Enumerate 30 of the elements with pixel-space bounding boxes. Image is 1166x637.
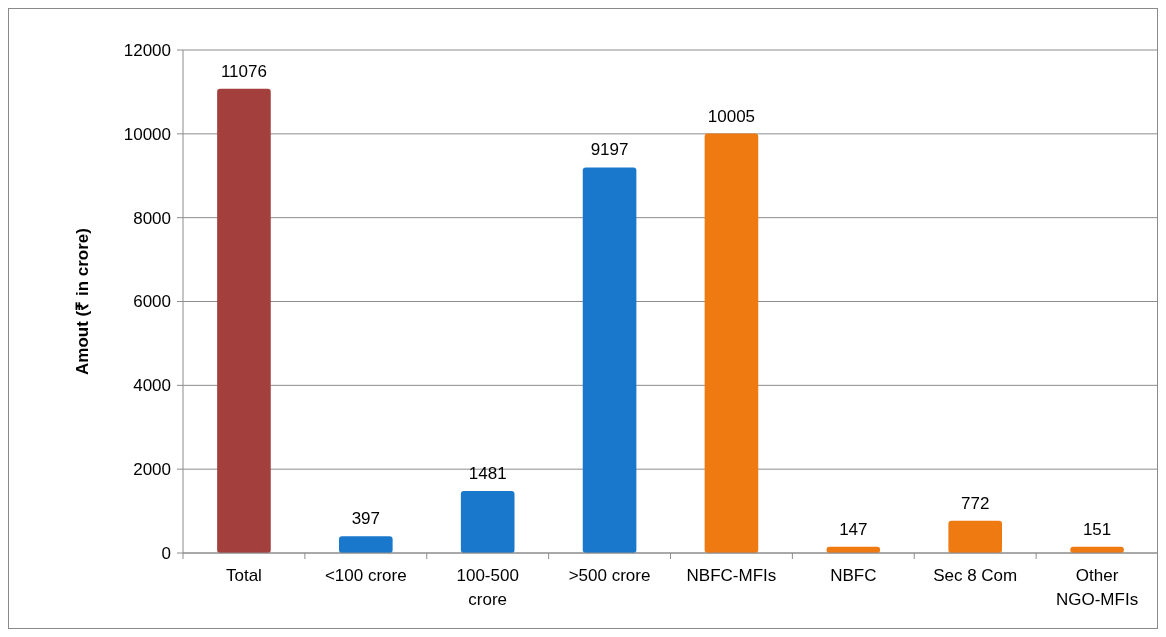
bar (217, 88, 271, 553)
data-label: 151 (1082, 519, 1112, 539)
data-label: 9197 (590, 140, 629, 160)
data-label: 1481 (468, 463, 507, 483)
data-label: 147 (839, 519, 868, 539)
bar (460, 490, 515, 553)
data-label: 397 (351, 509, 380, 529)
bar (339, 536, 393, 553)
data-label: 11076 (220, 61, 267, 81)
x-tick-label: NBFC-MFIs (686, 566, 777, 585)
bar (582, 167, 637, 553)
bar (948, 520, 1002, 553)
y-tick-label: 2000 (133, 460, 171, 480)
y-axis-title: Amout (₹ in crore) (73, 228, 92, 375)
y-tick-label: 12000 (123, 40, 171, 60)
y-tick-label: 4000 (133, 376, 171, 396)
x-tick-label: Sec 8 Com (933, 566, 1018, 585)
x-tick-label: >500 crore (568, 566, 651, 585)
data-label: 10005 (707, 106, 756, 126)
y-tick-label: 0 (161, 543, 171, 563)
y-tick-label: 6000 (133, 292, 171, 312)
y-tick-label: 10000 (123, 124, 171, 144)
data-label: 772 (961, 493, 990, 513)
y-tick-label: 8000 (133, 208, 171, 228)
x-tick-label: 100-500 crore (456, 566, 519, 609)
x-tick-label: NBFC (830, 566, 877, 585)
bar (704, 133, 759, 553)
x-tick-label: <100 crore (324, 566, 407, 585)
x-tick-label: Total (225, 566, 262, 585)
x-tick-label: Other NGO-MFIs (1055, 566, 1139, 609)
